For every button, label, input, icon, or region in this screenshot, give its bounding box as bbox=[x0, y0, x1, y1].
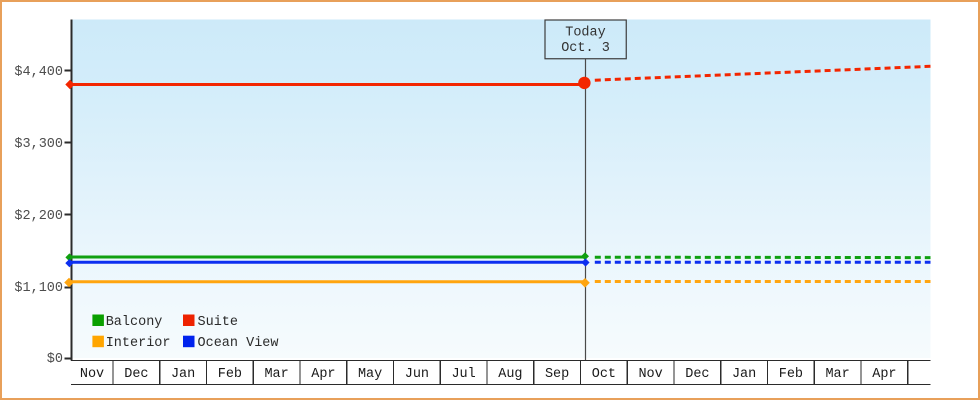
svg-text:Feb: Feb bbox=[779, 367, 803, 382]
svg-text:$4,400: $4,400 bbox=[14, 65, 63, 80]
svg-text:Apr: Apr bbox=[872, 367, 896, 382]
svg-text:Interior: Interior bbox=[106, 336, 171, 351]
svg-text:May: May bbox=[358, 367, 382, 382]
svg-text:Jul: Jul bbox=[451, 367, 475, 382]
svg-text:Balcony: Balcony bbox=[106, 315, 163, 330]
svg-text:$3,300: $3,300 bbox=[14, 137, 63, 152]
svg-text:Suite: Suite bbox=[198, 315, 239, 330]
svg-text:Ocean View: Ocean View bbox=[198, 336, 279, 351]
svg-text:Nov: Nov bbox=[638, 367, 662, 382]
svg-text:Dec: Dec bbox=[685, 367, 709, 382]
svg-text:Oct. 3: Oct. 3 bbox=[561, 41, 610, 56]
svg-text:Mar: Mar bbox=[264, 367, 288, 382]
svg-text:$1,100: $1,100 bbox=[14, 281, 63, 296]
svg-text:Dec: Dec bbox=[124, 367, 148, 382]
svg-text:Jan: Jan bbox=[732, 367, 756, 382]
svg-text:Feb: Feb bbox=[218, 367, 242, 382]
svg-text:Aug: Aug bbox=[498, 367, 522, 382]
svg-text:Jan: Jan bbox=[171, 367, 195, 382]
svg-text:Apr: Apr bbox=[311, 367, 335, 382]
svg-text:Mar: Mar bbox=[825, 367, 849, 382]
svg-text:Oct: Oct bbox=[592, 367, 616, 382]
svg-text:Today: Today bbox=[565, 26, 606, 41]
svg-text:$0: $0 bbox=[47, 352, 63, 367]
svg-text:Sep: Sep bbox=[545, 367, 569, 382]
svg-text:$2,200: $2,200 bbox=[14, 209, 63, 224]
svg-text:Nov: Nov bbox=[80, 367, 104, 382]
svg-text:Jun: Jun bbox=[405, 367, 429, 382]
